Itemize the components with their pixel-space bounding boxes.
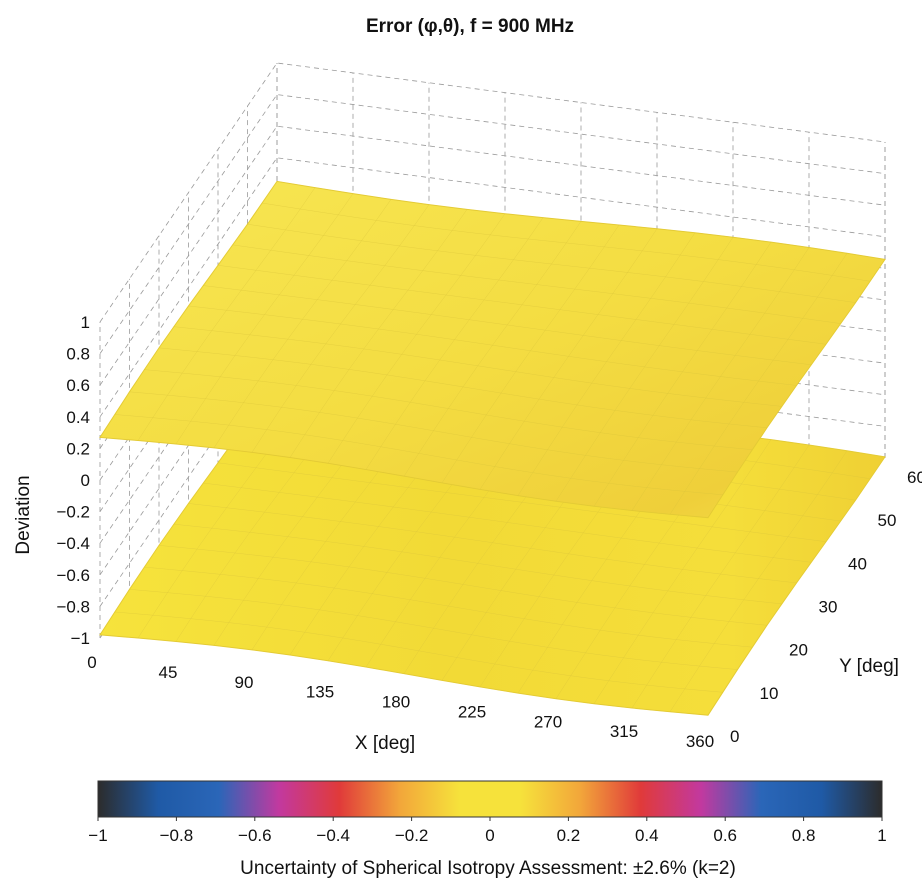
- x-tick-label: 225: [458, 702, 486, 721]
- colorbar-tick-label: 0.8: [792, 826, 816, 845]
- surface-mesh-line: [114, 414, 723, 496]
- x-tick-label: 270: [534, 712, 562, 731]
- z-tick-label: 0.8: [66, 345, 90, 364]
- surface-mesh-line: [262, 202, 871, 282]
- x-axis-label: X [deg]: [355, 733, 415, 754]
- z-tick-label: −0.6: [56, 566, 90, 585]
- colorbar-gradient: [97, 780, 883, 818]
- x-tick-label: 90: [235, 673, 254, 692]
- x-tick-label: 180: [382, 693, 410, 712]
- surface-mesh-line: [217, 462, 827, 542]
- colorbar-tick-label: −1: [88, 826, 107, 845]
- surface-mesh-line: [129, 589, 738, 670]
- surface-mesh-line: [99, 634, 709, 716]
- surface-mesh-line: [188, 305, 797, 386]
- grid-line: [99, 157, 886, 418]
- surface-mesh-line: [203, 482, 812, 563]
- y-tick-label: 0: [730, 727, 739, 746]
- y-tick-label: 20: [789, 641, 808, 660]
- colorbar-tick-label: 0.6: [713, 826, 737, 845]
- colorbar-tick-label: −0.2: [395, 826, 429, 845]
- y-tick-label: 30: [819, 598, 838, 617]
- grid-line: [99, 62, 886, 323]
- x-tick-label: 45: [159, 663, 178, 682]
- y-tick-label: 50: [878, 511, 897, 530]
- surface-mesh-line: [114, 611, 723, 693]
- y-tick-label: 60: [907, 468, 922, 487]
- surface-mesh-line: [173, 523, 782, 605]
- y-axis-label: Y [deg]: [839, 656, 899, 677]
- surface-mesh-line: [144, 369, 753, 450]
- colorbar-tick-label: 0: [485, 826, 494, 845]
- z-tick-label: −0.4: [56, 534, 90, 553]
- colorbar-tick-label: 1: [877, 826, 886, 845]
- axis-ticks: 0 45 90 135 180 225 270 315 360 0 10 20 30 40 50 60 1 0.8…: [56, 313, 922, 751]
- z-tick-label: 0.6: [66, 376, 90, 395]
- surface-mesh-line: [129, 391, 738, 473]
- surface-mesh-line: [144, 566, 753, 648]
- surface-mesh-line: [99, 437, 709, 518]
- chart-title: Error (φ,θ), f = 900 MHz: [366, 16, 574, 37]
- x-tick-label: 135: [306, 683, 334, 702]
- z-tick-label: 0: [81, 471, 90, 490]
- grid-line: [99, 125, 886, 386]
- z-axis-label: Deviation: [13, 475, 34, 554]
- surface-mesh-line: [203, 285, 812, 366]
- upper-surface: [99, 180, 886, 519]
- colorbar-tick-label: −0.6: [238, 826, 272, 845]
- surface-mesh-line: [188, 503, 797, 584]
- y-tick-label: 40: [848, 554, 867, 573]
- colorbar-tick-label: 0.2: [557, 826, 581, 845]
- x-tick-label: 315: [610, 722, 638, 741]
- grid-line: [99, 94, 886, 354]
- colorbar-label: Uncertainty of Spherical Isotropy Assess…: [240, 858, 736, 879]
- y-tick-label: 10: [760, 684, 779, 703]
- surface-mesh-line: [173, 326, 782, 407]
- surface-mesh-line: [232, 244, 841, 324]
- z-tick-label: 0.2: [66, 439, 90, 458]
- x-tick-label: 0: [87, 653, 96, 672]
- z-tick-label: −0.2: [56, 503, 90, 522]
- surface-mesh-line: [276, 181, 886, 260]
- surface-mesh-line: [217, 265, 827, 345]
- colorbar: −1 −0.8 −0.6 −0.4 −0.2 0 0.2 0.4 0.6 0.8 1: [88, 780, 887, 845]
- colorbar-tick-label: −0.8: [160, 826, 194, 845]
- z-tick-label: 1: [81, 313, 90, 332]
- colorbar-tick-label: 0.4: [635, 826, 659, 845]
- surface-mesh-line: [158, 347, 768, 429]
- z-tick-label: −0.8: [56, 597, 90, 616]
- z-tick-label: −1: [71, 629, 90, 648]
- x-tick-label: 360: [686, 732, 714, 751]
- surface-mesh-line: [158, 545, 768, 626]
- colorbar-tick-label: −0.4: [316, 826, 350, 845]
- surface-mesh-line: [247, 223, 856, 303]
- z-tick-label: 0.4: [66, 408, 90, 427]
